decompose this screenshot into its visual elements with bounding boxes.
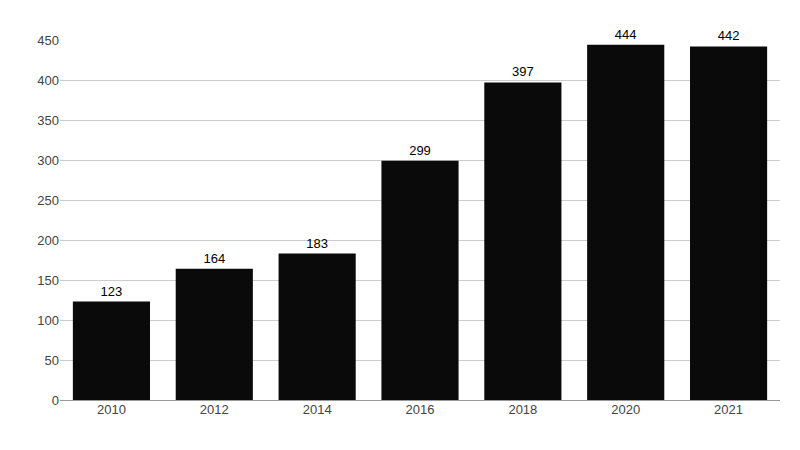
svg-text:397: 397 [512,64,534,79]
svg-text:2012: 2012 [200,402,229,417]
svg-text:50: 50 [45,353,59,368]
svg-text:150: 150 [37,273,59,288]
svg-text:450: 450 [37,33,59,48]
svg-text:123: 123 [101,284,123,299]
svg-text:2016: 2016 [406,402,435,417]
svg-text:2018: 2018 [508,402,537,417]
svg-text:400: 400 [37,73,59,88]
svg-text:250: 250 [37,193,59,208]
svg-text:2014: 2014 [303,402,332,417]
svg-text:2021: 2021 [714,402,743,417]
svg-text:350: 350 [37,113,59,128]
svg-text:2010: 2010 [97,402,126,417]
svg-text:2020: 2020 [611,402,640,417]
svg-text:100: 100 [37,313,59,328]
svg-text:444: 444 [615,27,637,42]
svg-text:183: 183 [306,236,328,251]
svg-text:0: 0 [52,393,59,408]
svg-text:200: 200 [37,233,59,248]
svg-text:299: 299 [409,143,431,158]
svg-text:300: 300 [37,153,59,168]
svg-text:442: 442 [718,28,740,43]
svg-text:164: 164 [203,251,225,266]
